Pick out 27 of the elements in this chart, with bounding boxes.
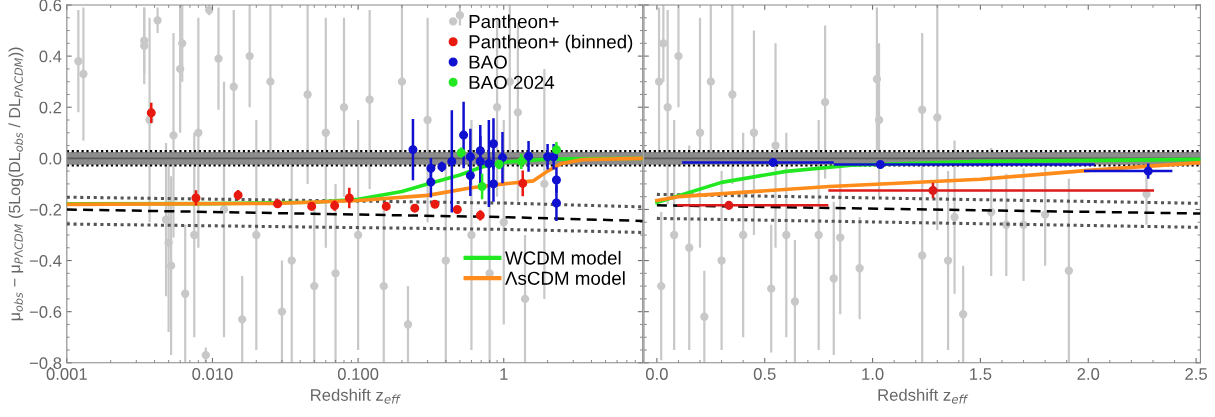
legend-label: ΛsCDM model (505, 271, 625, 285)
x-tick-label: 0.5 (753, 368, 776, 380)
x-tick-label: 0.0 (645, 368, 668, 380)
x-tick-label: 0.010 (192, 368, 233, 380)
x-tick-label: 1 (500, 368, 508, 380)
x-tick-label: 2.5 (1185, 368, 1207, 380)
legend-label: WCDM model (505, 250, 621, 265)
x-tick-label: 2.0 (1077, 368, 1100, 380)
legend-label: BAO (469, 55, 507, 69)
x-tick-label: 0.001 (46, 368, 87, 380)
y-tick-label: −0.4 (29, 254, 62, 267)
y-tick-label: 0.6 (39, 0, 62, 12)
text: μ$_{obs}$ − μ$_{PΛCDM}$ (5Log(DL$_{obs}$ / DL$_{PΛCDM}$)) (8, 47, 24, 321)
y-tick-label: 0.4 (39, 50, 62, 63)
x-tick-label: 1.5 (970, 368, 992, 380)
y-tick-label: 0.0 (39, 152, 62, 165)
x-axis-title: Redshift z$_{eff}$ (311, 388, 401, 404)
legend-label: BAO 2024 (469, 75, 555, 90)
x-axis-title: Redshift z$_{eff}$ (878, 388, 969, 404)
legend-label: Pantheon+ (binned) (469, 34, 633, 53)
y-tick-label: −0.2 (29, 203, 62, 216)
y-tick-label: −0.8 (29, 357, 62, 369)
x-tick-label: 0.100 (337, 368, 379, 380)
legend-label: Pantheon+ (469, 14, 559, 29)
x-tick-label: 1.0 (862, 368, 884, 380)
y-tick-label: 0.2 (39, 101, 62, 114)
y-tick-label: −0.6 (29, 306, 62, 318)
